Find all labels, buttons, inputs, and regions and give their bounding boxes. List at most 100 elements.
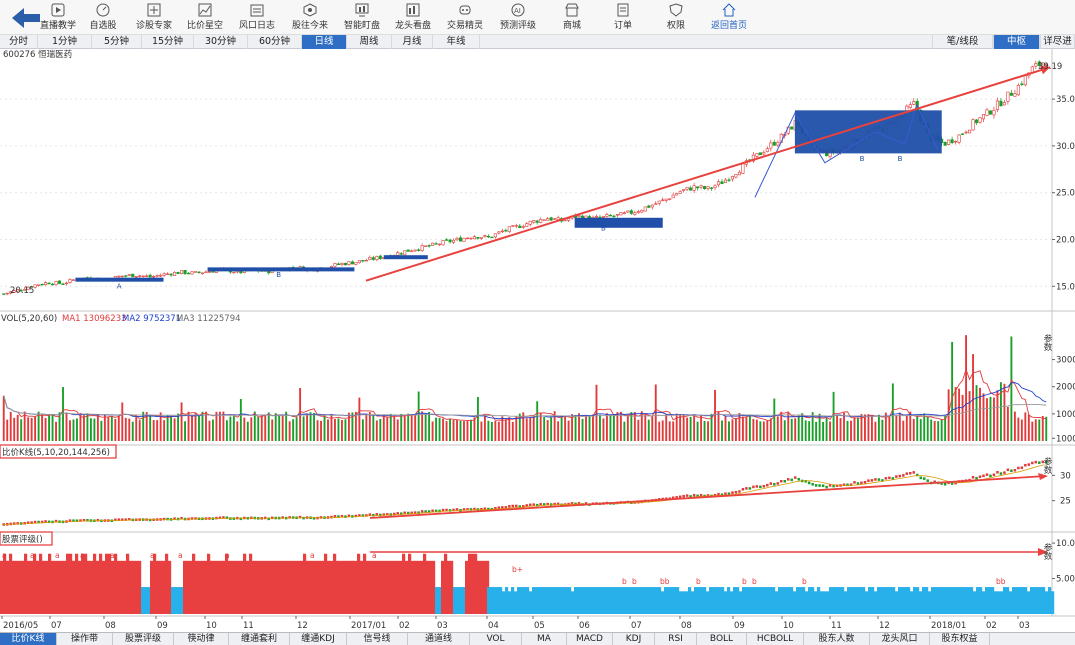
indicator-tab-3[interactable]: 筷动律	[174, 633, 229, 645]
vol-bar	[710, 413, 713, 441]
vol-bar	[55, 421, 57, 441]
toolbar-item-10[interactable]: 商城	[545, 2, 599, 34]
indicator-tab-0[interactable]: 比价K线	[0, 633, 57, 645]
vol-bar	[103, 414, 106, 441]
toolbar-item-7[interactable]: 龙头看盘	[386, 2, 440, 34]
ratio-candle	[891, 477, 895, 480]
rating-bar-red	[420, 560, 424, 614]
rating-bar-blue	[604, 587, 608, 614]
ratio-candle	[1006, 468, 1010, 472]
candle-body	[438, 243, 442, 246]
period-tab-7[interactable]: 周线	[347, 35, 392, 49]
candle-body	[19, 289, 23, 292]
ratio-candle	[905, 472, 909, 475]
candle-body	[992, 109, 996, 116]
ratio-side-label[interactable]: 参数	[1042, 456, 1052, 475]
candle-body	[159, 274, 163, 277]
vol-bar	[278, 415, 281, 441]
vol-bar	[658, 421, 661, 441]
vol-bar	[37, 411, 40, 441]
period-tab-6[interactable]: 日线	[302, 35, 347, 49]
rating-bar-blue	[763, 587, 767, 614]
indicator-tab-11[interactable]: KDJ	[613, 633, 655, 645]
toolbar-item-13[interactable]: 返回首页	[702, 2, 756, 34]
vol-bar	[400, 413, 403, 441]
candle-body	[762, 152, 766, 155]
vol-bar	[347, 412, 350, 441]
indicator-tab-13[interactable]: BOLL	[697, 633, 747, 645]
period-tab-2[interactable]: 5分钟	[92, 35, 142, 49]
indicator-tab-17[interactable]: 股东权益	[930, 633, 990, 645]
indicator-tab-8[interactable]: VOL	[470, 633, 522, 645]
indicator-tab-16[interactable]: 龙头风口	[870, 633, 930, 645]
indicator-tab-9[interactable]: MA	[522, 633, 567, 645]
vol-bar	[334, 419, 336, 441]
rating-bar-red	[357, 553, 361, 614]
toolbar-item-0[interactable]: 直播教学	[31, 2, 85, 34]
toolbar-item-3[interactable]: 比价星空	[178, 2, 232, 34]
indicator-tab-7[interactable]: 通道线	[408, 633, 470, 645]
period-tab-8[interactable]: 月线	[392, 35, 433, 49]
vol-bar	[553, 411, 556, 441]
vol-bar	[546, 420, 549, 441]
indicator-tab-14[interactable]: HCBOLL	[747, 633, 804, 645]
vol-bar	[41, 414, 44, 441]
ratio-candle	[860, 481, 863, 485]
period-tab-4[interactable]: 30分钟	[194, 35, 248, 49]
rating-bar-blue	[940, 587, 944, 614]
period-tab-1[interactable]: 1分钟	[38, 35, 92, 49]
rating-side-label[interactable]: 参数	[1042, 542, 1052, 561]
rating-bar-blue	[937, 587, 941, 614]
ratio-candle	[738, 490, 741, 493]
vol-bar	[633, 412, 636, 441]
period-tab-0[interactable]: 分时	[0, 35, 38, 49]
toolbar-item-11[interactable]: 订单	[596, 2, 650, 34]
toolbar-item-2[interactable]: 诊股专家	[127, 2, 181, 34]
indicator-tab-6[interactable]: 信号线	[347, 633, 408, 645]
toolbar-item-8[interactable]: 交易精灵	[438, 2, 492, 34]
indicator-tab-10[interactable]: MACD	[567, 633, 613, 645]
candle-body	[403, 250, 407, 256]
vol-bar	[159, 412, 162, 441]
rating-bar-red	[93, 553, 97, 614]
vol-side-label[interactable]: 参数	[1042, 333, 1052, 352]
indicator-tab-12[interactable]: RSI	[655, 633, 697, 645]
ratio-candle	[553, 502, 556, 506]
vol-bar	[65, 412, 68, 441]
toolbar-item-12[interactable]: 权限	[649, 2, 703, 34]
ratio-candle	[867, 479, 870, 482]
toolbar-item-4[interactable]: 风口日志	[230, 2, 284, 34]
toolbar-item-1[interactable]: 自选股	[76, 2, 130, 34]
toolbar-item-9[interactable]: AI 预测评级	[491, 2, 545, 34]
period-tab-5[interactable]: 60分钟	[248, 35, 302, 49]
candle-body	[350, 261, 354, 265]
indicator-tab-1[interactable]: 操作带	[57, 633, 113, 645]
shop-icon	[565, 3, 579, 17]
indicator-tab-5[interactable]: 缠通KDJ	[290, 633, 347, 645]
toolbar-item-label: 预测评级	[499, 21, 536, 31]
period-right-tab-1[interactable]: 中枢	[993, 35, 1040, 49]
price-tick-label: 15.00	[1056, 282, 1075, 292]
rating-bar-red	[132, 560, 136, 614]
vol-ma-line-60	[3, 395, 1047, 417]
indicator-tab-15[interactable]: 股东人数	[804, 633, 870, 645]
vol-bar	[829, 421, 832, 441]
rating-bar-blue	[817, 587, 821, 614]
back-button[interactable]	[8, 6, 44, 30]
toolbar-item-6[interactable]: 智能盯盘	[335, 2, 389, 34]
ratio-candle	[124, 518, 128, 521]
indicator-tab-2[interactable]: 股票评级	[113, 633, 174, 645]
vol-bar	[644, 414, 647, 441]
rating-bar-blue	[640, 587, 644, 614]
toolbar-item-5[interactable]: 股往今来	[283, 2, 337, 34]
period-right-tab-0[interactable]: 笔/线段	[932, 35, 993, 49]
candle-body	[981, 114, 986, 120]
ratio-candle	[448, 509, 452, 512]
vol-bar	[156, 420, 159, 441]
candle-body	[636, 211, 640, 213]
rating-bar-red	[54, 560, 58, 614]
period-right-tab-2[interactable]: 详尽进	[1040, 35, 1075, 49]
period-tab-9[interactable]: 年线	[433, 35, 480, 49]
indicator-tab-4[interactable]: 缠通套利	[229, 633, 290, 645]
period-tab-3[interactable]: 15分钟	[142, 35, 194, 49]
